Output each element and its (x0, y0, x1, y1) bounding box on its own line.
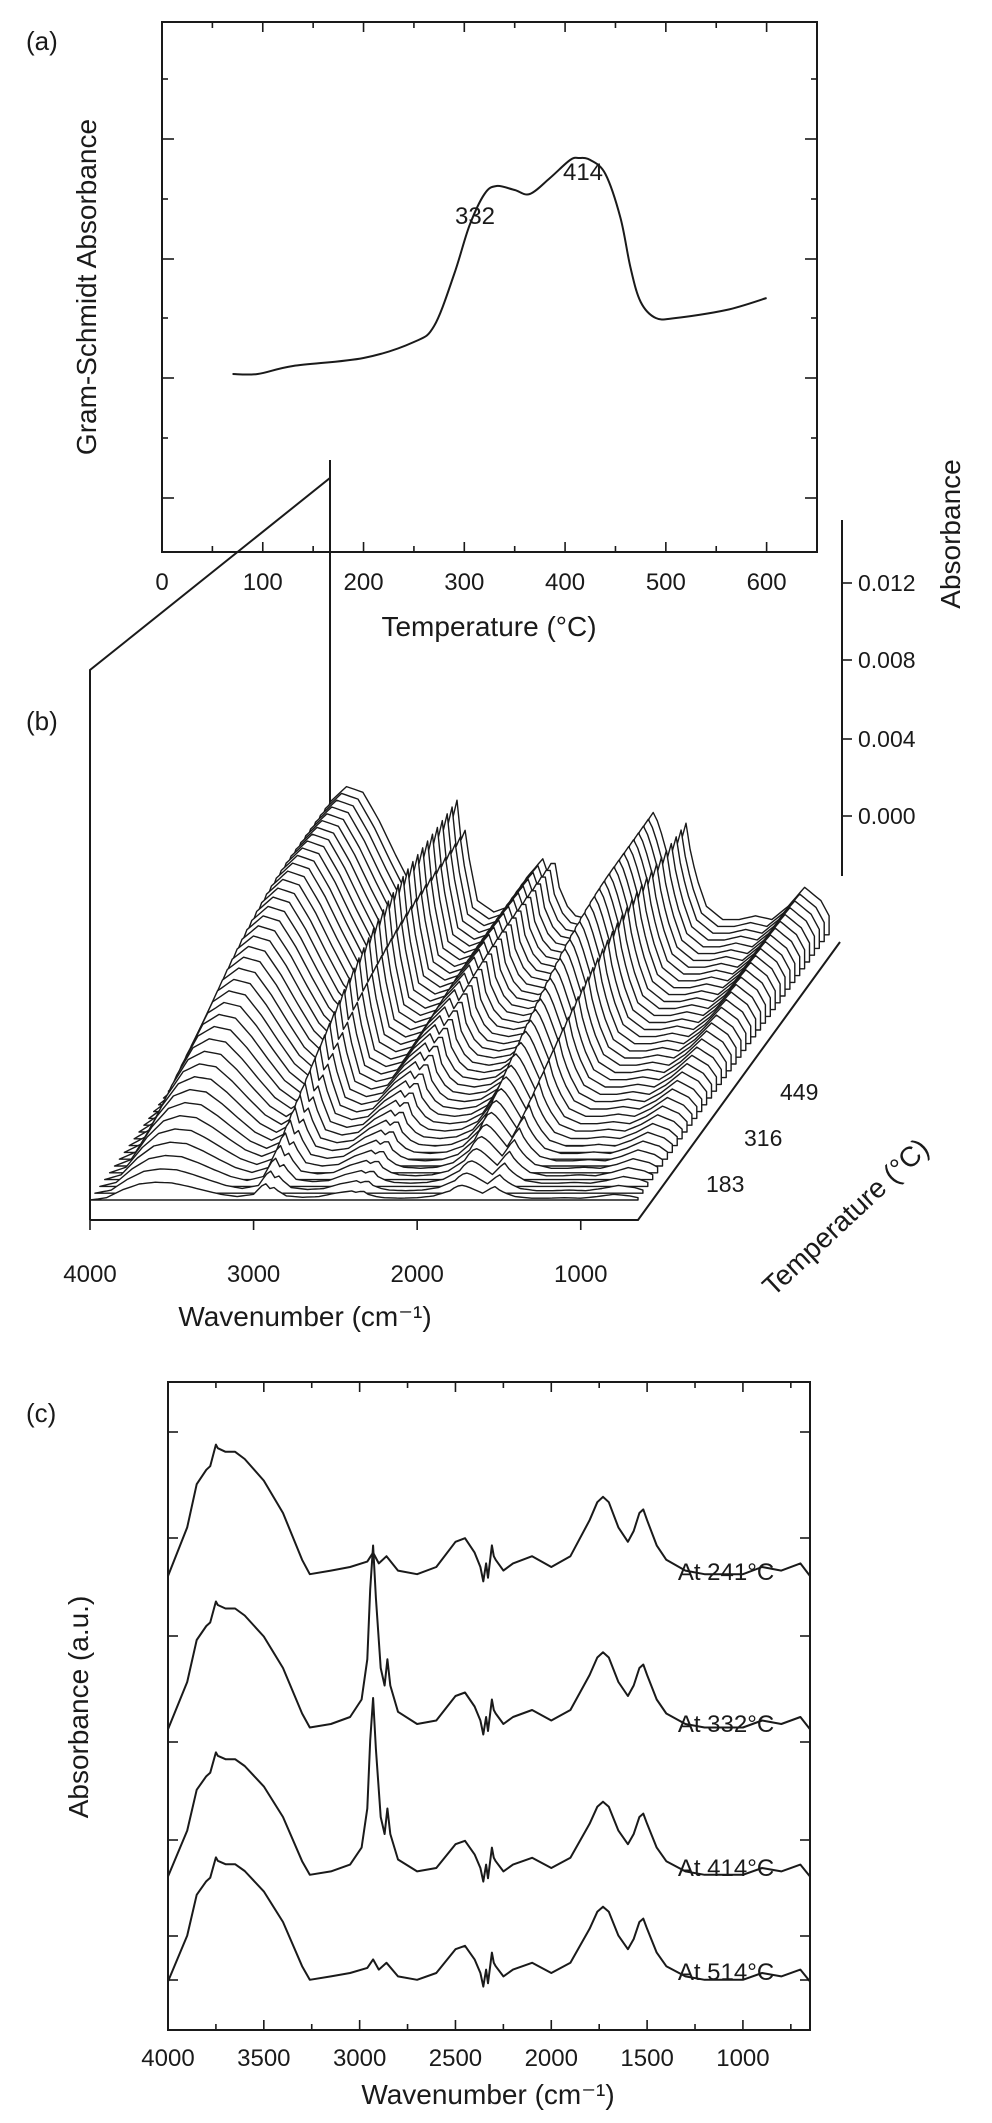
spectrum-trace-5 (108, 1128, 659, 1174)
c-x-tick-label-4000: 4000 (141, 2045, 194, 2072)
x-tick-label-0: 0 (155, 569, 168, 596)
spectrum-label-4: At 514°C (678, 1959, 774, 1986)
spectrum-label-1: At 241°C (678, 1559, 774, 1586)
panel-a-label: (a) (26, 26, 58, 56)
panel-c-y-ticks (168, 1431, 810, 1981)
panel-c-plot-frame (167, 1381, 811, 2031)
x-tick-label-100: 100 (243, 569, 283, 596)
temperature-tick-label-316: 316 (744, 1125, 782, 1151)
absorbance-tick-label-0.008: 0.008 (858, 647, 916, 673)
x-tick-label-400: 400 (545, 569, 585, 596)
back-left-edge (89, 475, 331, 1220)
spectrum-trace-7 (118, 1101, 669, 1160)
temperature-tick-label-449: 449 (780, 1079, 818, 1105)
panel-c-y-axis-title: Absorbance (a.u.) (63, 1596, 94, 1819)
panel-b-absorbance-axis-title: Absorbance (935, 459, 966, 608)
panel-b-wavenumber-ticks: 4000 3000 2000 1000 (63, 1220, 607, 1288)
panel-a-x-ticks: 0 100 200 300 400 500 600 (155, 22, 787, 596)
absorbance-tick-label-0.012: 0.012 (858, 570, 916, 596)
c-x-tick-label-2500: 2500 (429, 2045, 482, 2072)
panel-b-wavenumber-axis-text: Wavenumber (cm⁻¹) (178, 1301, 431, 1332)
wavenumber-tick-label-2000: 2000 (390, 1261, 443, 1288)
x-tick-label-500: 500 (646, 569, 686, 596)
panel-a-plot-frame (161, 21, 818, 553)
panel-a-y-ticks (162, 78, 817, 499)
spectrum-label-3: At 414°C (678, 1855, 774, 1882)
x-tick-label-300: 300 (444, 569, 484, 596)
wavenumber-tick-label-4000: 4000 (63, 1261, 116, 1288)
spectrum-trace-1 (89, 1181, 639, 1201)
peak-label-414: 414 (563, 159, 603, 186)
panel-b-label: (b) (26, 706, 58, 736)
panel-c-chart: (c) 4000 3500 3000 2500 2000 1500 1000 At 241°… (26, 1381, 811, 2110)
spectrum-curve-1 (167, 1443, 811, 1583)
panel-c-x-axis-title: Wavenumber (cm⁻¹) (361, 2079, 614, 2110)
x-tick-label-600: 600 (747, 569, 787, 596)
spectrum-trace-3 (99, 1154, 649, 1188)
panel-c-x-ticks: 4000 3500 3000 2500 2000 1500 1000 (141, 1382, 792, 2072)
panel-b-wavenumber-axis-title: Wavenumber (cm⁻¹) (178, 1301, 431, 1332)
panel-c-spectra: At 241°C At 332°C At 414°C At 514°C (167, 1443, 811, 1988)
absorbance-tick-label-0.004: 0.004 (858, 726, 916, 752)
floor-edges (90, 941, 841, 1221)
c-x-tick-label-2000: 2000 (525, 2045, 578, 2072)
spectrum-label-2: At 332°C (678, 1711, 774, 1738)
panel-a-y-axis-title: Gram-Schmidt Absorbance (71, 119, 102, 455)
c-x-tick-label-1500: 1500 (620, 2045, 673, 2072)
spectrum-trace-2 (94, 1168, 644, 1194)
spectrum-curve-4 (167, 1856, 811, 1988)
c-x-tick-label-3000: 3000 (333, 2045, 386, 2072)
absorbance-tick-label-0.000: 0.000 (858, 803, 916, 829)
spectrum-curve-2 (167, 1544, 811, 1736)
panel-a-chart: (a) 0 100 200 300 400 500 600 332 414 Temperat… (26, 21, 818, 642)
c-x-tick-label-3500: 3500 (237, 2045, 290, 2072)
spectrum-trace-4 (104, 1141, 654, 1181)
panel-b-spectra-stack (89, 785, 830, 1201)
peak-label-332: 332 (455, 203, 495, 230)
panel-b-temperature-axis-title: Temperature (°C) (756, 1132, 934, 1301)
x-tick-label-200: 200 (344, 569, 384, 596)
panel-a-x-axis-title: Temperature (°C) (381, 611, 596, 642)
spectrum-curve-3 (167, 1697, 811, 1883)
temperature-tick-label-183: 183 (706, 1171, 744, 1197)
wavenumber-tick-label-1000: 1000 (554, 1261, 607, 1288)
spectrum-trace-6 (113, 1115, 664, 1167)
panel-b-absorbance-ticks: 0.012 0.008 0.004 0.000 (842, 570, 916, 829)
panel-a-gram-schmidt-curve (232, 156, 767, 376)
wavenumber-tick-label-3000: 3000 (227, 1261, 280, 1288)
c-x-tick-label-1000: 1000 (716, 2045, 769, 2072)
panel-c-label: (c) (26, 1398, 56, 1428)
